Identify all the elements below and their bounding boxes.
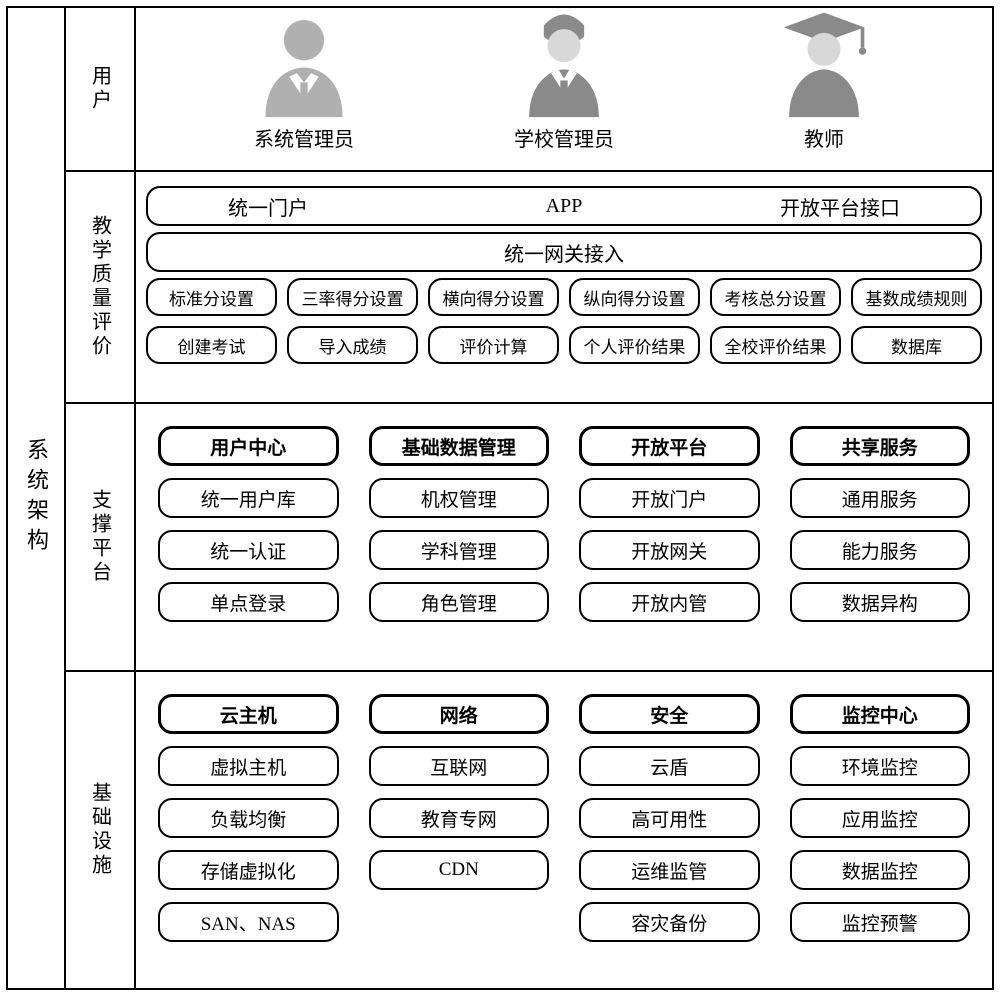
row-infra: 基础设施 云主机网络安全监控中心虚拟主机互联网云盾环境监控负载均衡教育专网高可用… — [66, 672, 992, 988]
support-cell: 统一用户库 — [158, 478, 339, 518]
infra-cell: 监控预警 — [790, 902, 971, 942]
main-title-col: 系统架构 — [8, 8, 66, 988]
infra-cell: 存储虚拟化 — [158, 850, 339, 890]
q-cell: 创建考试 — [146, 326, 277, 364]
user-admin: 系统管理员 — [249, 9, 359, 152]
support-cell: 学科管理 — [369, 530, 550, 570]
support-header: 基础数据管理 — [369, 426, 550, 466]
admin-icon — [249, 9, 359, 119]
infra-cell: 数据监控 — [790, 850, 971, 890]
q-cell: 数据库 — [851, 326, 982, 364]
row-users: 用户 系统管理员 — [66, 8, 992, 172]
support-header: 用户中心 — [158, 426, 339, 466]
user-school-label: 学校管理员 — [514, 123, 614, 152]
infra-cell: 负载均衡 — [158, 798, 339, 838]
support-grid: 用户中心 基础数据管理 开放平台 共享服务 统一用户库 机权管理 开放门户 通用… — [144, 412, 984, 636]
q-cell: 个人评价结果 — [569, 326, 700, 364]
teacher-icon — [769, 9, 879, 119]
row-quality: 教学质量评价 统一门户 APP 开放平台接口 统一网关接入 标准分设置 三率得分… — [66, 172, 992, 404]
row-quality-label: 教学质量评价 — [86, 215, 115, 359]
row-infra-label: 基础设施 — [86, 782, 115, 878]
infra-grid: 云主机网络安全监控中心虚拟主机互联网云盾环境监控负载均衡教育专网高可用性应用监控… — [144, 680, 984, 956]
q-cell: 导入成绩 — [287, 326, 418, 364]
q-cell: 全校评价结果 — [710, 326, 841, 364]
user-school: 学校管理员 — [509, 9, 619, 152]
architecture-root: 系统架构 用户 系统管理员 — [6, 6, 994, 990]
infra-cell: 运维监管 — [579, 850, 760, 890]
support-header: 开放平台 — [579, 426, 760, 466]
support-cell: 单点登录 — [158, 582, 339, 622]
support-cell: 开放网关 — [579, 530, 760, 570]
infra-cell: 高可用性 — [579, 798, 760, 838]
support-cell: 开放内管 — [579, 582, 760, 622]
school-icon — [509, 9, 619, 119]
row-support: 支撑平台 用户中心 基础数据管理 开放平台 共享服务 统一用户库 机权管理 开放… — [66, 404, 992, 672]
infra-cell: 互联网 — [369, 746, 550, 786]
q-cell: 考核总分设置 — [710, 278, 841, 316]
support-cell: 能力服务 — [790, 530, 971, 570]
infra-cell: SAN、NAS — [158, 902, 339, 942]
qtop-right: 开放平台接口 — [780, 192, 900, 221]
support-cell: 统一认证 — [158, 530, 339, 570]
support-cell: 开放门户 — [579, 478, 760, 518]
row-users-label: 用户 — [86, 65, 115, 113]
infra-header: 监控中心 — [790, 694, 971, 734]
row-support-content: 用户中心 基础数据管理 开放平台 共享服务 统一用户库 机权管理 开放门户 通用… — [136, 404, 992, 670]
infra-cell: 环境监控 — [790, 746, 971, 786]
row-users-label-col: 用户 — [66, 8, 136, 170]
infra-cell: 容灾备份 — [579, 902, 760, 942]
qtop-left: 统一门户 — [228, 192, 308, 221]
q-cell: 横向得分设置 — [428, 278, 559, 316]
users-row: 系统管理员 学校管理员 — [144, 16, 984, 162]
row-quality-label-col: 教学质量评价 — [66, 172, 136, 402]
qtop-mid: APP — [546, 195, 583, 218]
row-infra-label-col: 基础设施 — [66, 672, 136, 988]
quality-gateway: 统一网关接入 — [146, 232, 982, 272]
infra-header: 安全 — [579, 694, 760, 734]
user-teacher-label: 教师 — [804, 123, 844, 152]
q-cell: 标准分设置 — [146, 278, 277, 316]
quality-gateway-label: 统一网关接入 — [504, 238, 624, 267]
support-cell: 数据异构 — [790, 582, 971, 622]
infra-cell: CDN — [369, 850, 550, 890]
quality-grid: 标准分设置 三率得分设置 横向得分设置 纵向得分设置 考核总分设置 基数成绩规则… — [146, 278, 982, 364]
q-cell: 三率得分设置 — [287, 278, 418, 316]
support-cell: 机权管理 — [369, 478, 550, 518]
main-title: 系统架构 — [20, 438, 52, 558]
infra-header: 网络 — [369, 694, 550, 734]
row-support-label-col: 支撑平台 — [66, 404, 136, 670]
row-infra-content: 云主机网络安全监控中心虚拟主机互联网云盾环境监控负载均衡教育专网高可用性应用监控… — [136, 672, 992, 988]
infra-cell: 应用监控 — [790, 798, 971, 838]
user-teacher: 教师 — [769, 9, 879, 152]
q-cell: 评价计算 — [428, 326, 559, 364]
user-admin-label: 系统管理员 — [254, 123, 354, 152]
row-users-content: 系统管理员 学校管理员 — [136, 8, 992, 170]
quality-top-bar: 统一门户 APP 开放平台接口 — [146, 186, 982, 226]
support-cell: 角色管理 — [369, 582, 550, 622]
rows-container: 用户 系统管理员 — [66, 8, 992, 988]
q-cell: 纵向得分设置 — [569, 278, 700, 316]
q-cell: 基数成绩规则 — [851, 278, 982, 316]
row-quality-content: 统一门户 APP 开放平台接口 统一网关接入 标准分设置 三率得分设置 横向得分… — [136, 172, 992, 402]
infra-cell: 云盾 — [579, 746, 760, 786]
infra-cell: 教育专网 — [369, 798, 550, 838]
infra-cell: 虚拟主机 — [158, 746, 339, 786]
support-cell: 通用服务 — [790, 478, 971, 518]
row-support-label: 支撑平台 — [86, 489, 115, 585]
support-header: 共享服务 — [790, 426, 971, 466]
infra-header: 云主机 — [158, 694, 339, 734]
